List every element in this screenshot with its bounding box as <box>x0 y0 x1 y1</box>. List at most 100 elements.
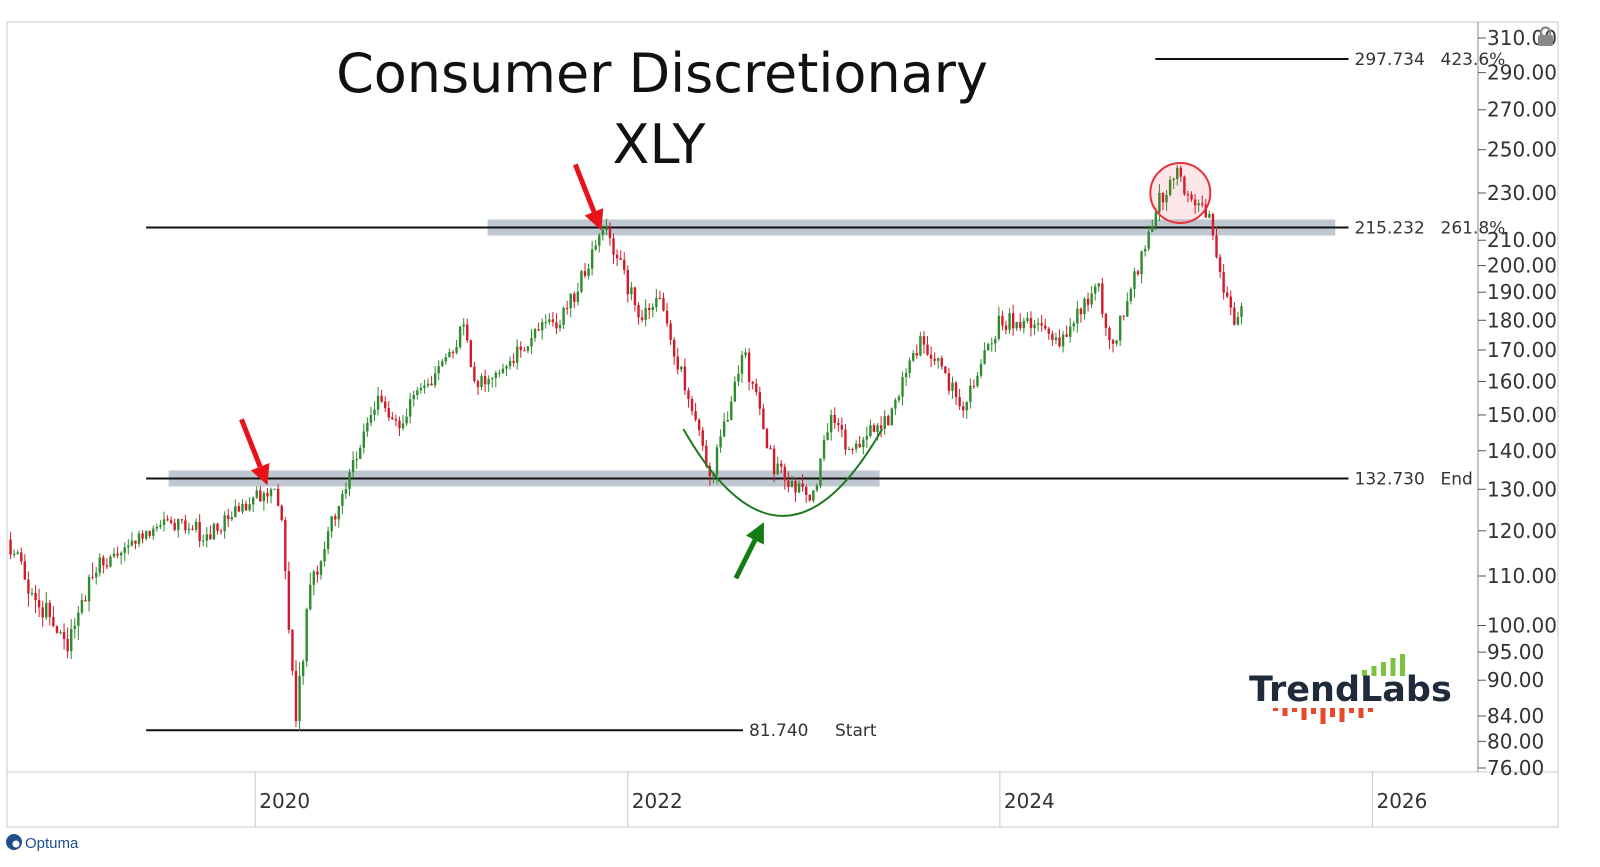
candle-body <box>116 553 119 556</box>
candle-body <box>512 361 515 363</box>
candle-body <box>612 238 615 255</box>
candle-body <box>747 352 751 382</box>
candle-body <box>733 381 737 402</box>
candle-body <box>316 571 319 575</box>
rounded-bottom-arc <box>682 428 884 517</box>
candle-body <box>997 315 1001 339</box>
candle-body <box>441 361 444 367</box>
optuma-logo: Optuma <box>6 834 79 852</box>
candle-body <box>148 531 151 536</box>
candle-body <box>1051 333 1054 341</box>
candle-body <box>508 361 512 367</box>
logo-bar <box>1371 666 1377 676</box>
annotations <box>239 161 1212 580</box>
candle-body <box>969 385 972 402</box>
y-tick-label: 140.00 <box>1487 439 1557 463</box>
candle-body <box>840 424 844 430</box>
candle-body <box>858 443 861 448</box>
trendlabs-logo: TrendLabs <box>1249 654 1452 724</box>
candle-body <box>986 344 990 351</box>
y-tick-label: 180.00 <box>1487 308 1557 332</box>
level-tag-label: End <box>1441 469 1473 489</box>
candle-body <box>52 617 55 627</box>
candle-body <box>9 539 12 555</box>
candle-body <box>251 497 255 505</box>
candle-body <box>466 324 469 341</box>
candle-body <box>494 372 497 378</box>
candle-body <box>722 421 726 437</box>
candle-body <box>812 490 815 501</box>
candle-body <box>34 592 37 601</box>
candle-body <box>276 488 280 506</box>
candle-body <box>1151 226 1154 232</box>
candle-body <box>1118 315 1122 341</box>
candle-body <box>198 521 201 542</box>
candle-body <box>355 458 358 461</box>
candle-body <box>869 425 872 437</box>
candle-body <box>551 319 555 323</box>
candle-body <box>273 488 276 490</box>
candle-body <box>1061 334 1065 347</box>
candle-body <box>680 366 683 370</box>
candle-body <box>383 401 387 409</box>
candle-body <box>30 592 34 594</box>
candle-body <box>262 492 266 502</box>
candle-body <box>1211 214 1215 236</box>
candle-body <box>1218 257 1222 272</box>
candle-body <box>1172 178 1175 180</box>
candle-body <box>1083 298 1086 315</box>
candle-body <box>419 387 423 391</box>
candle-body <box>1129 289 1133 302</box>
lock-icon[interactable] <box>1538 26 1553 47</box>
candle-body <box>187 528 191 531</box>
candle-body <box>408 399 412 417</box>
chart-title: Consumer Discretionary <box>336 42 988 105</box>
y-tick-label: 90.00 <box>1487 668 1544 692</box>
candle-body <box>590 249 594 269</box>
arrow-shaft <box>239 418 263 468</box>
candle-body <box>537 329 540 331</box>
candle-body <box>1001 315 1004 326</box>
candle-body <box>416 390 419 395</box>
candle-body <box>394 419 398 421</box>
candle-body <box>94 572 98 578</box>
candle-body <box>573 293 576 302</box>
candle-body <box>983 350 986 364</box>
candle-body <box>690 399 694 412</box>
candle-body <box>847 448 851 450</box>
candle-body <box>908 360 911 374</box>
candle-body <box>380 395 383 402</box>
green-arrow-up-icon <box>733 522 764 580</box>
logo-bar <box>1311 708 1316 714</box>
candle-body <box>223 515 226 532</box>
candle-body <box>216 523 219 531</box>
candle-body <box>444 357 448 362</box>
candle-body <box>615 254 619 259</box>
y-tick-label: 95.00 <box>1487 640 1544 664</box>
candle-body <box>947 373 951 391</box>
y-tick-label: 110.00 <box>1487 564 1557 588</box>
candle-body <box>598 235 601 246</box>
candle-body <box>426 383 430 386</box>
chart-subtitle: XLY <box>613 113 707 176</box>
candle-body <box>1086 298 1090 305</box>
candle-body <box>640 317 644 320</box>
candle-body <box>462 324 465 327</box>
arrow-head <box>250 463 270 486</box>
logo-bar <box>1330 708 1335 717</box>
candle-body <box>1101 283 1104 314</box>
candle-body <box>929 354 933 359</box>
candle-body <box>1190 194 1193 200</box>
candle-body <box>912 353 915 361</box>
candle-body <box>1204 204 1208 218</box>
logo-bar <box>1349 708 1354 713</box>
level-tag-label: 261.8% <box>1441 218 1506 238</box>
logo-bar <box>1339 708 1345 722</box>
candle-body <box>1165 194 1168 203</box>
candle-body <box>937 358 940 361</box>
y-tick-label: 210.00 <box>1487 228 1557 252</box>
candle-body <box>544 321 547 323</box>
logo-bar <box>1282 708 1288 716</box>
y-tick-label: 76.00 <box>1487 756 1544 780</box>
candle-body <box>498 372 501 374</box>
